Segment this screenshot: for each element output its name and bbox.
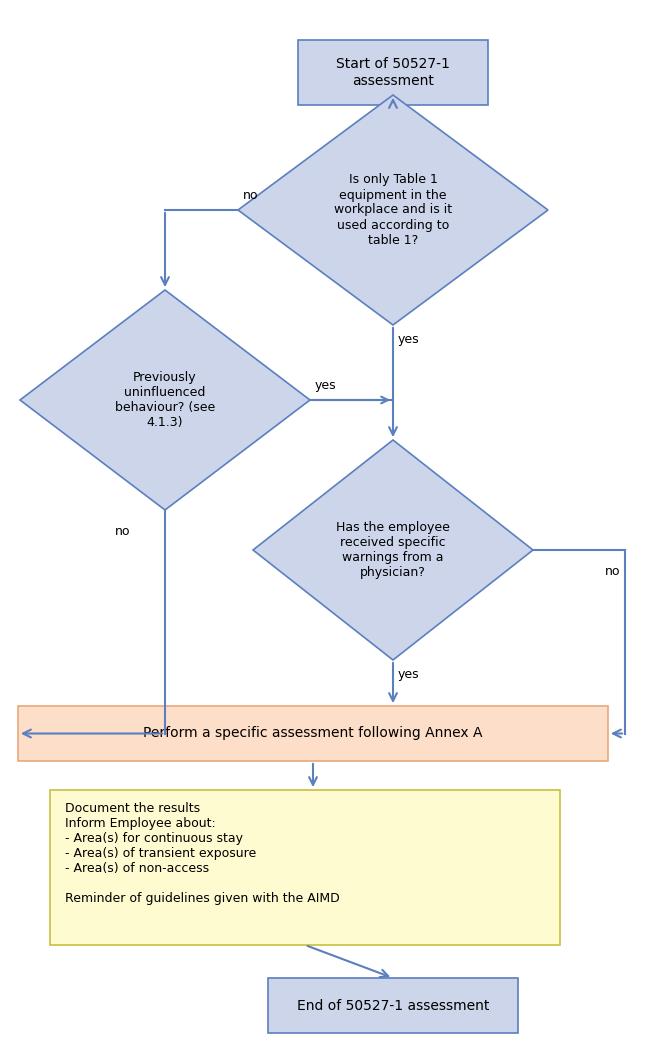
Text: Previously
uninfluenced
behaviour? (see
4.1.3): Previously uninfluenced behaviour? (see …	[115, 371, 215, 429]
Text: yes: yes	[398, 333, 420, 346]
FancyBboxPatch shape	[268, 978, 518, 1033]
Polygon shape	[238, 95, 548, 325]
FancyBboxPatch shape	[18, 706, 608, 761]
Text: Has the employee
received specific
warnings from a
physician?: Has the employee received specific warni…	[336, 521, 450, 579]
Text: Is only Table 1
equipment in the
workplace and is it
used according to
table 1?: Is only Table 1 equipment in the workpla…	[334, 174, 452, 247]
Text: Document the results
Inform Employee about:
- Area(s) for continuous stay
- Area: Document the results Inform Employee abo…	[65, 802, 340, 905]
Text: no: no	[243, 189, 259, 202]
Text: yes: yes	[315, 379, 337, 392]
Polygon shape	[253, 440, 533, 660]
Text: no: no	[605, 565, 620, 578]
Text: Start of 50527-1
assessment: Start of 50527-1 assessment	[336, 58, 450, 88]
FancyBboxPatch shape	[298, 40, 488, 105]
Text: Perform a specific assessment following Annex A: Perform a specific assessment following …	[143, 727, 483, 741]
Text: no: no	[115, 525, 131, 538]
Polygon shape	[20, 290, 310, 510]
Text: yes: yes	[398, 668, 420, 681]
Text: End of 50527-1 assessment: End of 50527-1 assessment	[297, 999, 489, 1013]
FancyBboxPatch shape	[50, 790, 560, 945]
